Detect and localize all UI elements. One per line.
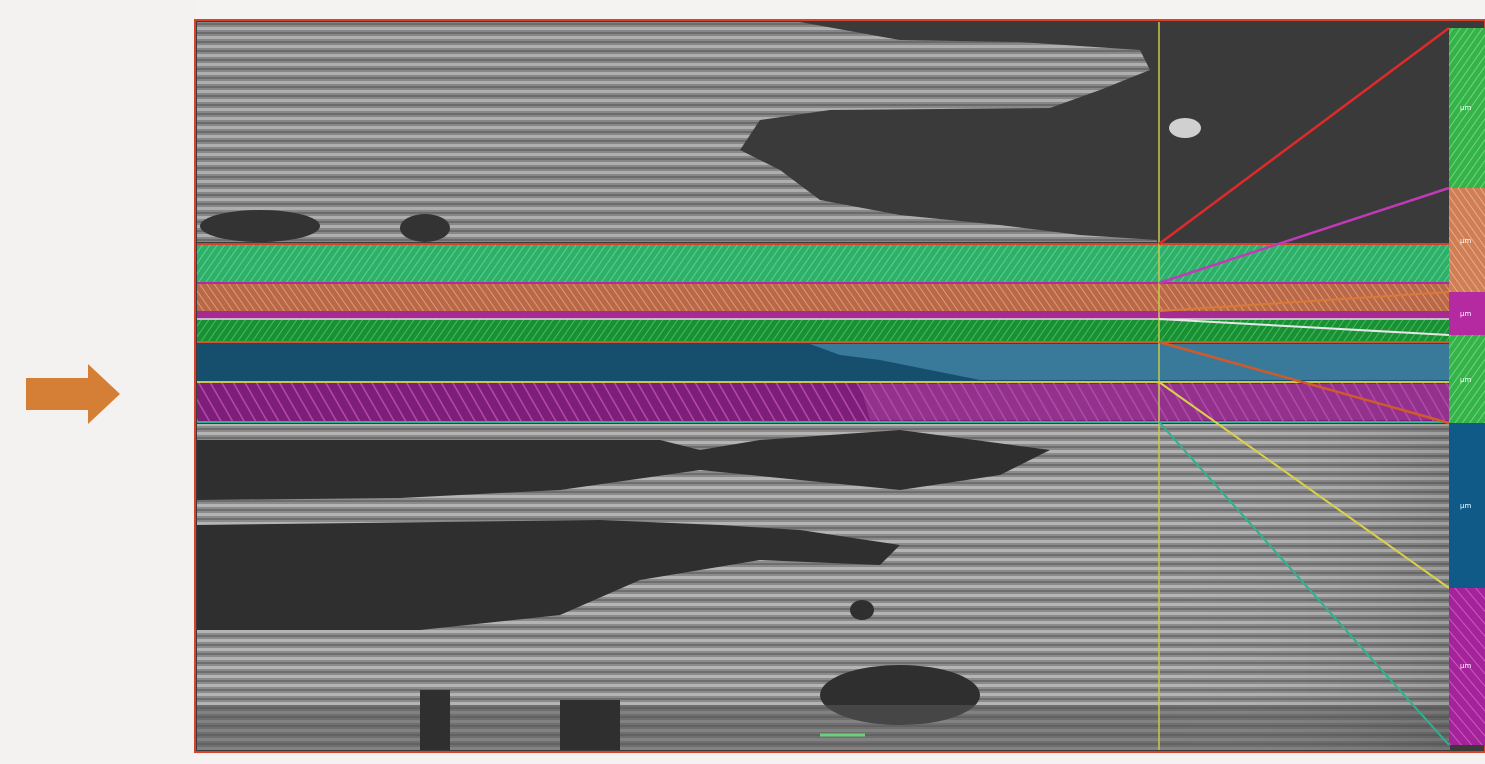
green-band-top xyxy=(197,245,1450,283)
thickness-label-magenta: μm xyxy=(1460,310,1471,318)
thickness-segment-green-top xyxy=(1449,28,1485,188)
thickness-label-purple: μm xyxy=(1460,662,1471,670)
magenta-thin-band xyxy=(197,311,1450,319)
thickness-segment-magenta xyxy=(1449,292,1485,335)
thickness-segment-orange xyxy=(1449,188,1485,292)
thickness-segment-green-mid xyxy=(1449,335,1485,423)
thickness-label-orange: μm xyxy=(1460,237,1471,245)
thickness-label-green-top: μm xyxy=(1460,104,1471,112)
green-band-mid xyxy=(197,319,1450,342)
oct-panel xyxy=(194,19,1485,753)
panel-border xyxy=(194,19,1485,753)
orange-band xyxy=(197,283,1450,311)
right-arrow-icon xyxy=(26,364,120,424)
thickness-label-blue: μm xyxy=(1460,502,1471,510)
thickness-segment-blue xyxy=(1449,423,1485,588)
thickness-label-green-mid: μm xyxy=(1460,376,1471,384)
purple-band xyxy=(197,382,1450,422)
thickness-segment-purple xyxy=(1449,588,1485,745)
thickness-bar: μm μm μm μm μm μm xyxy=(1449,28,1485,745)
